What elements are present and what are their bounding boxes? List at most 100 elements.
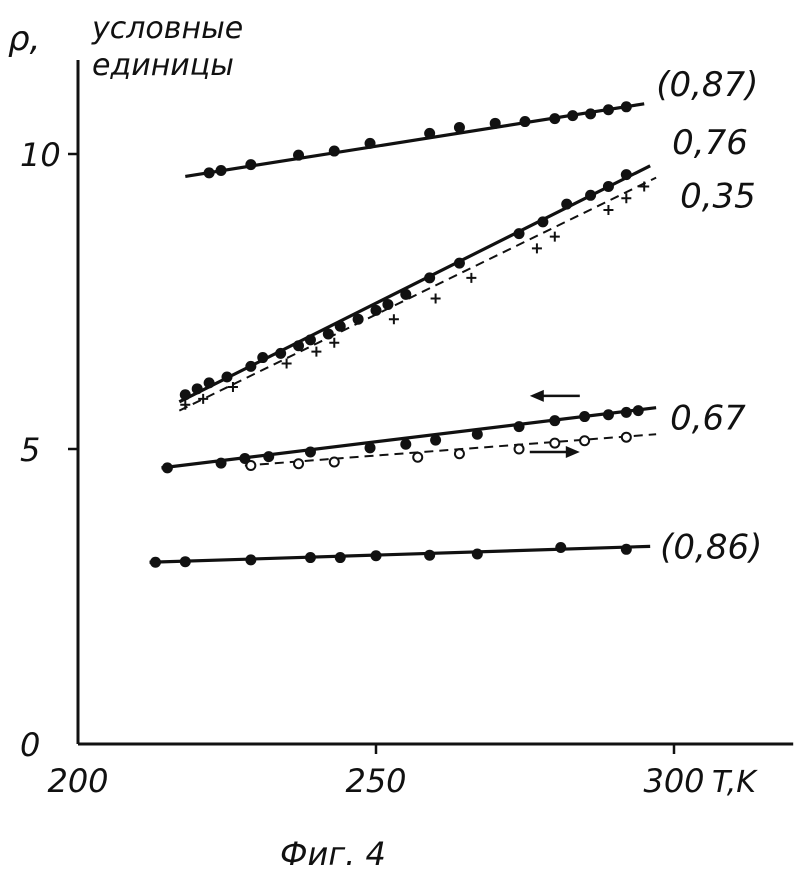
data-point bbox=[537, 216, 548, 227]
data-point bbox=[330, 457, 339, 466]
data-point bbox=[424, 128, 435, 139]
series-label: 0,35 bbox=[680, 177, 756, 217]
y-axis-symbol: ρ, bbox=[8, 19, 40, 59]
data-point bbox=[413, 453, 422, 462]
x-tick-label: 200 bbox=[47, 762, 108, 800]
data-point bbox=[389, 314, 399, 324]
data-point bbox=[365, 442, 376, 453]
data-point bbox=[472, 429, 483, 440]
data-point bbox=[550, 439, 559, 448]
data-point bbox=[621, 169, 632, 180]
series-label: 0,76 bbox=[672, 123, 748, 163]
data-point bbox=[204, 167, 215, 178]
data-point bbox=[561, 199, 572, 210]
data-point bbox=[293, 340, 304, 351]
data-point bbox=[150, 557, 161, 568]
data-point bbox=[455, 449, 464, 458]
data-point bbox=[371, 550, 382, 561]
series-line bbox=[150, 546, 651, 562]
data-point bbox=[633, 405, 644, 416]
data-point bbox=[371, 305, 382, 316]
data-point bbox=[245, 554, 256, 565]
y-axis-label-line1: условные bbox=[91, 11, 243, 46]
data-point bbox=[603, 104, 614, 115]
data-point bbox=[365, 138, 376, 149]
series-label: (0,87) bbox=[656, 65, 758, 105]
data-point bbox=[549, 113, 560, 124]
data-point bbox=[335, 321, 346, 332]
data-point bbox=[400, 439, 411, 450]
data-point bbox=[585, 190, 596, 201]
data-point bbox=[275, 348, 286, 359]
data-point bbox=[198, 394, 208, 404]
data-point bbox=[257, 352, 268, 363]
data-point bbox=[305, 334, 316, 345]
data-point bbox=[454, 258, 465, 269]
figure-caption: Фиг. 4 bbox=[280, 835, 386, 872]
data-point bbox=[293, 150, 304, 161]
data-point bbox=[294, 459, 303, 468]
data-point bbox=[245, 361, 256, 372]
data-point bbox=[585, 108, 596, 119]
data-point bbox=[180, 556, 191, 567]
data-point bbox=[515, 445, 524, 454]
data-point bbox=[532, 243, 542, 253]
data-point bbox=[621, 101, 632, 112]
y-axis-label-line2: единицы bbox=[92, 48, 234, 83]
data-point bbox=[621, 193, 631, 203]
data-point bbox=[550, 232, 560, 242]
data-point bbox=[282, 358, 292, 368]
data-point bbox=[514, 228, 525, 239]
data-point bbox=[621, 544, 632, 555]
left-arrow-head bbox=[530, 390, 544, 402]
data-point bbox=[472, 549, 483, 560]
data-point bbox=[520, 116, 531, 127]
data-point bbox=[246, 461, 255, 470]
data-point bbox=[603, 181, 614, 192]
data-point bbox=[579, 411, 590, 422]
data-point bbox=[305, 552, 316, 563]
data-point bbox=[430, 435, 441, 446]
data-point bbox=[514, 421, 525, 432]
data-point bbox=[222, 372, 233, 383]
y-tick-label: 0 bbox=[20, 726, 40, 764]
data-point bbox=[424, 272, 435, 283]
data-point bbox=[382, 299, 393, 310]
tick-marks bbox=[68, 154, 674, 754]
data-point bbox=[245, 159, 256, 170]
data-point bbox=[454, 122, 465, 133]
data-point bbox=[603, 205, 613, 215]
data-point bbox=[431, 294, 441, 304]
data-point bbox=[466, 273, 476, 283]
data-point bbox=[490, 118, 501, 129]
series-markers bbox=[150, 101, 649, 567]
data-point bbox=[323, 328, 334, 339]
x-axis-label: T,K bbox=[712, 765, 758, 800]
data-point bbox=[424, 550, 435, 561]
data-point bbox=[621, 407, 632, 418]
series-label: 0,67 bbox=[670, 399, 746, 439]
data-point bbox=[567, 110, 578, 121]
data-point bbox=[335, 552, 346, 563]
series-line bbox=[179, 178, 656, 411]
data-point bbox=[216, 458, 227, 469]
y-tick-label: 10 bbox=[20, 136, 61, 174]
tick-labels: 0 5 10 200 250 300 bbox=[20, 136, 705, 800]
data-point bbox=[180, 389, 191, 400]
data-point bbox=[216, 165, 227, 176]
data-point bbox=[311, 347, 321, 357]
data-point bbox=[162, 462, 173, 473]
series-labels: (0,87) 0,76 0,35 0,67 (0,86) bbox=[656, 65, 762, 567]
y-tick-label: 5 bbox=[20, 431, 40, 469]
series-label: (0,86) bbox=[660, 527, 762, 567]
x-tick-label: 300 bbox=[643, 762, 704, 800]
data-point bbox=[329, 338, 339, 348]
data-point bbox=[555, 542, 566, 553]
data-point bbox=[639, 181, 649, 191]
data-point bbox=[204, 377, 215, 388]
data-point bbox=[400, 289, 411, 300]
x-tick-label: 250 bbox=[345, 762, 406, 800]
data-point bbox=[305, 446, 316, 457]
data-point bbox=[622, 433, 631, 442]
